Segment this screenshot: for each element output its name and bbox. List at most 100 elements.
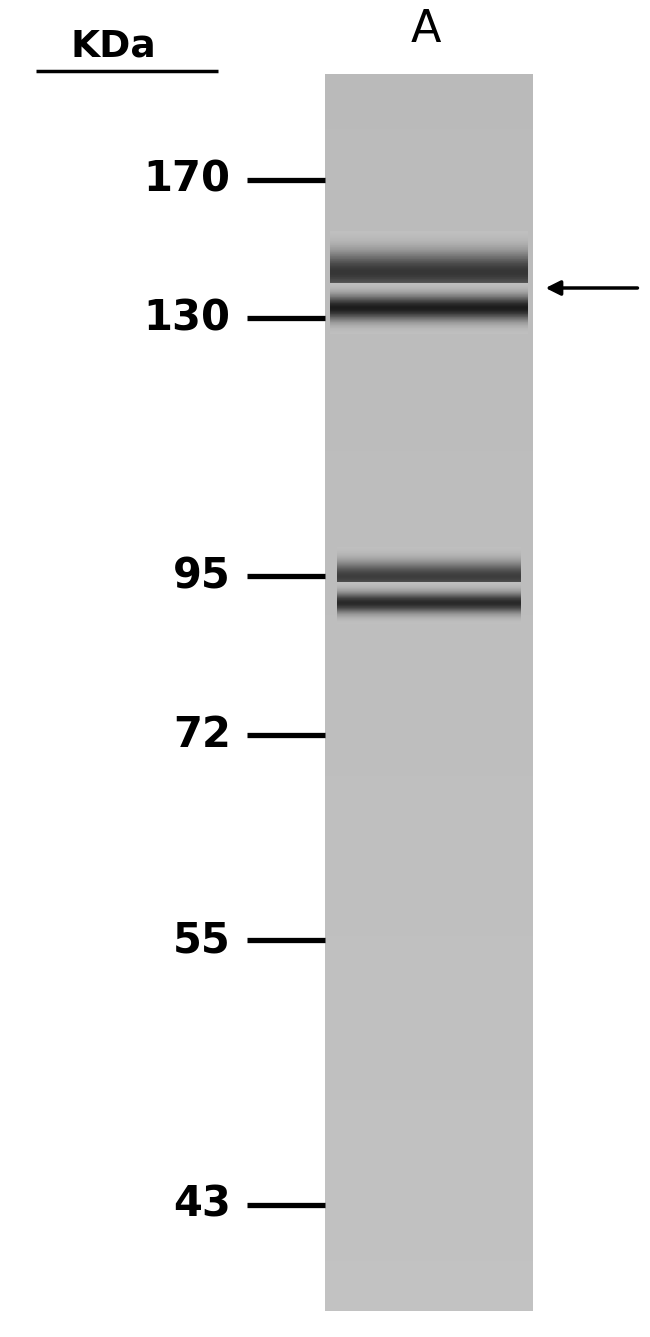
Bar <box>325 1277 533 1280</box>
Bar <box>325 414 533 417</box>
Bar <box>325 114 533 118</box>
Bar <box>325 1029 533 1032</box>
Bar <box>325 1246 533 1249</box>
Bar <box>325 271 533 274</box>
Bar <box>325 504 533 507</box>
Bar <box>325 207 533 210</box>
Bar <box>325 1128 533 1131</box>
Bar <box>325 210 533 213</box>
Bar <box>325 1035 533 1039</box>
Bar <box>325 1110 533 1112</box>
Bar <box>325 846 533 850</box>
Bar <box>325 1084 533 1088</box>
Text: 130: 130 <box>144 297 231 340</box>
Bar <box>325 766 533 769</box>
Bar <box>325 983 533 985</box>
Bar <box>325 599 533 603</box>
Bar <box>325 584 533 587</box>
Bar <box>325 1190 533 1193</box>
Bar <box>325 234 533 238</box>
Bar <box>325 281 533 283</box>
Bar <box>325 648 533 652</box>
Bar <box>325 1147 533 1150</box>
Bar <box>325 813 533 816</box>
Bar <box>325 1112 533 1116</box>
Bar <box>325 639 533 643</box>
Bar <box>325 769 533 773</box>
Bar <box>325 1091 533 1094</box>
Bar <box>325 1058 533 1060</box>
Bar <box>325 828 533 832</box>
Bar <box>325 365 533 368</box>
Bar <box>325 259 533 262</box>
Bar <box>325 959 533 961</box>
Bar <box>325 797 533 801</box>
Bar <box>325 1103 533 1107</box>
Bar <box>325 674 533 677</box>
Bar <box>325 1008 533 1011</box>
Bar <box>325 902 533 905</box>
Bar <box>325 340 533 342</box>
Bar <box>325 182 533 185</box>
Bar <box>325 521 533 525</box>
Bar <box>325 495 533 497</box>
Bar <box>325 742 533 745</box>
Bar <box>325 905 533 909</box>
Bar <box>325 624 533 627</box>
Bar <box>325 620 533 624</box>
Bar <box>325 525 533 528</box>
Bar <box>325 488 533 491</box>
Bar <box>325 1292 533 1296</box>
Bar <box>325 778 533 782</box>
Bar <box>325 528 533 531</box>
Bar <box>325 1242 533 1246</box>
Bar <box>325 952 533 955</box>
Bar <box>325 547 533 550</box>
Bar <box>325 818 533 822</box>
Bar <box>325 976 533 980</box>
Bar <box>325 1152 533 1157</box>
Bar <box>325 1206 533 1209</box>
Bar <box>325 1032 533 1035</box>
Bar <box>325 540 533 544</box>
Bar <box>325 1171 533 1174</box>
Bar <box>325 578 533 580</box>
Bar <box>325 1223 533 1227</box>
Bar <box>325 1060 533 1063</box>
Bar <box>325 915 533 917</box>
Bar <box>325 191 533 194</box>
Bar <box>325 142 533 144</box>
Bar <box>325 167 533 170</box>
Text: 72: 72 <box>173 714 231 757</box>
Bar <box>325 686 533 689</box>
Bar <box>325 980 533 983</box>
Bar <box>325 874 533 877</box>
Bar <box>325 516 533 519</box>
Bar <box>325 429 533 432</box>
Bar <box>325 126 533 130</box>
Bar <box>325 563 533 566</box>
Bar <box>325 500 533 504</box>
Bar <box>325 933 533 936</box>
Bar <box>325 83 533 86</box>
Bar <box>325 1138 533 1140</box>
Bar <box>325 535 533 537</box>
Text: KDa: KDa <box>71 28 157 64</box>
Bar <box>325 330 533 333</box>
Bar <box>325 283 533 287</box>
Bar <box>325 801 533 804</box>
Bar <box>325 1199 533 1202</box>
Bar <box>325 719 533 723</box>
Bar <box>325 1280 533 1282</box>
Bar <box>325 422 533 427</box>
Bar <box>325 253 533 257</box>
Bar <box>325 396 533 398</box>
Bar <box>325 571 533 575</box>
Bar <box>325 1174 533 1178</box>
Bar <box>325 890 533 893</box>
Bar <box>325 949 533 952</box>
Bar <box>325 1308 533 1310</box>
Bar <box>325 370 533 373</box>
Bar <box>325 386 533 389</box>
Bar <box>325 427 533 429</box>
